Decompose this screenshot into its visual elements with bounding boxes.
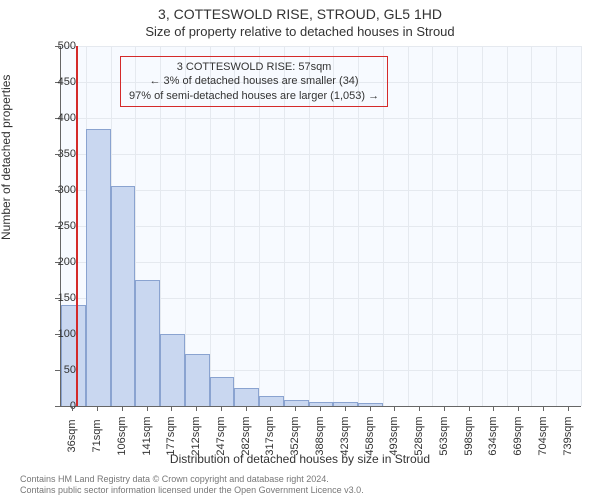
xtick-label: 739sqm	[562, 416, 574, 455]
xtick-label: 247sqm	[215, 416, 227, 455]
xtick-mark	[568, 406, 569, 411]
ytick-label: 150	[36, 292, 76, 304]
xtick-mark	[147, 406, 148, 411]
xtick-mark	[97, 406, 98, 411]
chart-title: 3, COTTESWOLD RISE, STROUD, GL5 1HD	[0, 6, 600, 22]
xtick-label: 493sqm	[388, 416, 400, 455]
marker-line	[76, 46, 78, 406]
xtick-label: 71sqm	[91, 419, 103, 452]
footer-line: Contains HM Land Registry data © Crown c…	[20, 474, 364, 485]
xtick-label: 36sqm	[66, 419, 78, 452]
histogram-bar	[234, 388, 259, 406]
chart-footer: Contains HM Land Registry data © Crown c…	[20, 474, 364, 496]
xtick-label: 704sqm	[537, 416, 549, 455]
xtick-label: 423sqm	[339, 416, 351, 455]
xtick-label: 282sqm	[240, 416, 252, 455]
xtick-mark	[345, 406, 346, 411]
chart-subtitle: Size of property relative to detached ho…	[0, 24, 600, 39]
histogram-bar	[61, 305, 86, 406]
xtick-mark	[419, 406, 420, 411]
y-axis-label: Number of detached properties	[0, 75, 13, 240]
grid-line-h	[61, 226, 581, 227]
xtick-mark	[493, 406, 494, 411]
annotation-box: 3 COTTESWOLD RISE: 57sqm ← 3% of detache…	[120, 56, 388, 107]
grid-line-h	[61, 118, 581, 119]
ytick-label: 200	[36, 256, 76, 268]
histogram-bar	[358, 403, 383, 406]
grid-line-v	[581, 46, 582, 406]
grid-line-v	[482, 46, 483, 406]
xtick-mark	[72, 406, 73, 411]
xtick-mark	[518, 406, 519, 411]
xtick-label: 317sqm	[264, 416, 276, 455]
xtick-mark	[444, 406, 445, 411]
xtick-label: 458sqm	[364, 416, 376, 455]
histogram-bar	[111, 186, 136, 406]
annotation-line: 3 COTTESWOLD RISE: 57sqm	[129, 60, 379, 74]
ytick-label: 450	[36, 76, 76, 88]
ytick-label: 300	[36, 184, 76, 196]
xtick-label: 563sqm	[438, 416, 450, 455]
xtick-mark	[370, 406, 371, 411]
grid-line-v	[408, 46, 409, 406]
ytick-label: 250	[36, 220, 76, 232]
xtick-label: 669sqm	[512, 416, 524, 455]
xtick-label: 528sqm	[413, 416, 425, 455]
footer-line: Contains public sector information licen…	[20, 485, 364, 496]
histogram-bar	[135, 280, 160, 406]
grid-line-h	[61, 46, 581, 47]
histogram-bar	[210, 377, 235, 406]
xtick-mark	[221, 406, 222, 411]
xtick-mark	[394, 406, 395, 411]
xtick-label: 212sqm	[190, 416, 202, 455]
ytick-label: 500	[36, 40, 76, 52]
histogram-bar	[259, 396, 284, 406]
chart-container: { "chart": { "type": "histogram", "title…	[0, 0, 600, 500]
xtick-mark	[122, 406, 123, 411]
xtick-mark	[196, 406, 197, 411]
xtick-label: 634sqm	[487, 416, 499, 455]
grid-line-h	[61, 262, 581, 263]
xtick-mark	[171, 406, 172, 411]
xtick-mark	[246, 406, 247, 411]
grid-line-v	[432, 46, 433, 406]
ytick-label: 400	[36, 112, 76, 124]
annotation-line: ← 3% of detached houses are smaller (34)	[129, 74, 379, 88]
histogram-bar	[86, 129, 111, 406]
histogram-bar	[160, 334, 185, 406]
ytick-label: 50	[36, 364, 76, 376]
xtick-label: 388sqm	[314, 416, 326, 455]
xtick-mark	[543, 406, 544, 411]
grid-line-v	[531, 46, 532, 406]
xtick-mark	[270, 406, 271, 411]
xtick-mark	[320, 406, 321, 411]
xtick-mark	[295, 406, 296, 411]
grid-line-h	[61, 190, 581, 191]
grid-line-v	[457, 46, 458, 406]
histogram-bar	[185, 354, 210, 406]
ytick-label: 350	[36, 148, 76, 160]
ytick-label: 100	[36, 328, 76, 340]
annotation-line: 97% of semi-detached houses are larger (…	[129, 89, 379, 103]
xtick-label: 352sqm	[289, 416, 301, 455]
grid-line-v	[556, 46, 557, 406]
xtick-label: 141sqm	[141, 416, 153, 455]
xtick-label: 598sqm	[463, 416, 475, 455]
histogram-bar	[333, 402, 358, 406]
xtick-label: 106sqm	[116, 416, 128, 455]
ytick-label: 0	[36, 400, 76, 412]
grid-line-h	[61, 154, 581, 155]
xtick-mark	[469, 406, 470, 411]
xtick-label: 177sqm	[165, 416, 177, 455]
grid-line-v	[507, 46, 508, 406]
